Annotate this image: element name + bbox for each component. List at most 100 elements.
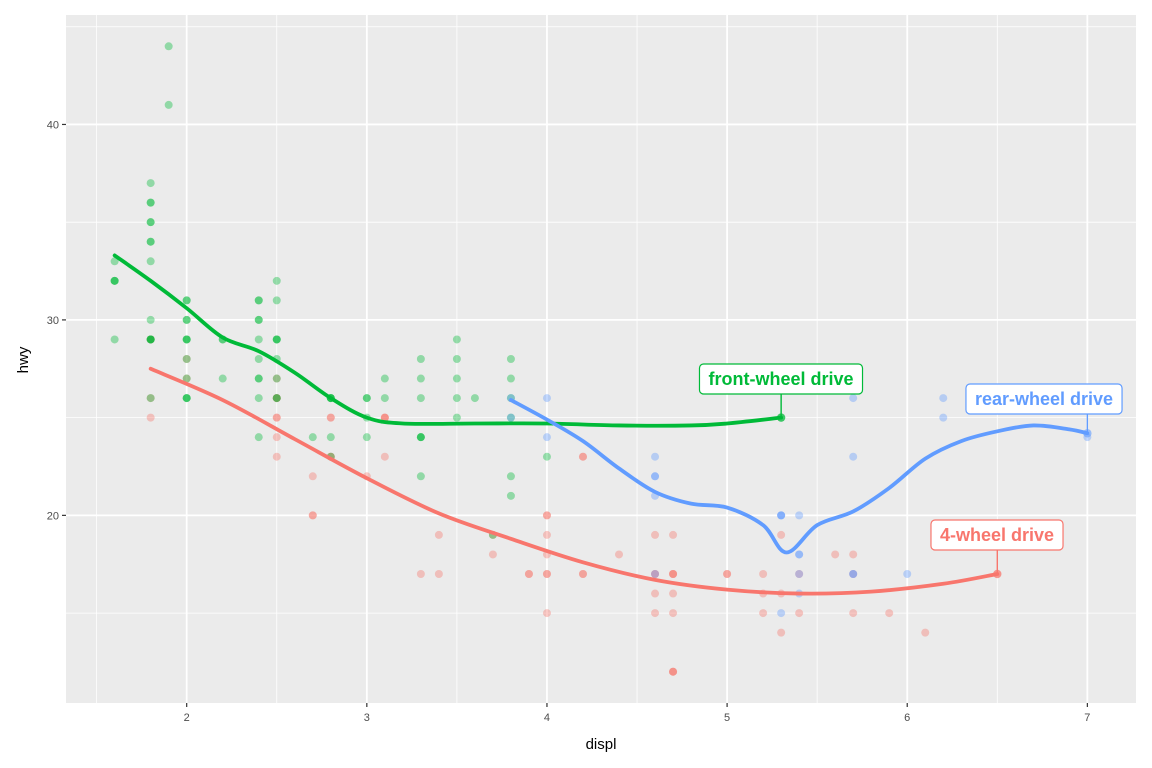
annotation-box-r bbox=[965, 383, 1123, 415]
point-f-40 bbox=[182, 394, 191, 403]
y-tick-label-1: 30 bbox=[47, 315, 59, 327]
point-4-0 bbox=[146, 394, 155, 403]
point-f-85 bbox=[146, 315, 155, 324]
point-r-4 bbox=[651, 452, 660, 461]
point-r-18 bbox=[849, 452, 858, 461]
point-f-76 bbox=[308, 433, 317, 442]
point-f-72 bbox=[452, 355, 461, 363]
x-tick-label-3: 5 bbox=[724, 712, 730, 724]
point-4-26 bbox=[434, 530, 443, 539]
point-r-21 bbox=[939, 394, 948, 403]
point-4-9 bbox=[380, 452, 389, 461]
point-4-39 bbox=[542, 609, 551, 618]
annotation-f: front-wheel drive bbox=[698, 363, 864, 422]
point-f-16 bbox=[416, 433, 425, 442]
point-4-32 bbox=[524, 570, 533, 578]
point-r-19 bbox=[849, 570, 858, 578]
y-axis: 20 30 40 bbox=[47, 119, 66, 522]
point-4-37 bbox=[542, 570, 551, 578]
point-4-69 bbox=[849, 570, 858, 578]
point-r-8 bbox=[777, 511, 786, 520]
point-f-14 bbox=[506, 374, 515, 383]
point-4-7 bbox=[380, 413, 389, 422]
point-4-21 bbox=[272, 413, 281, 422]
point-f-81 bbox=[164, 100, 173, 109]
point-r-10 bbox=[777, 511, 786, 520]
grid-minor bbox=[66, 15, 1136, 703]
point-4-2 bbox=[182, 355, 191, 363]
x-axis: 2 3 4 5 6 7 bbox=[184, 703, 1090, 724]
point-f-60 bbox=[218, 374, 227, 383]
point-f-37 bbox=[182, 315, 191, 324]
point-f-22 bbox=[362, 433, 371, 442]
point-4-54 bbox=[669, 667, 678, 676]
point-f-45 bbox=[254, 355, 263, 363]
point-f-51 bbox=[272, 394, 281, 403]
point-r-9 bbox=[777, 511, 786, 520]
point-f-86 bbox=[146, 257, 155, 266]
point-f-34 bbox=[182, 335, 191, 344]
x-axis-title: displ bbox=[586, 736, 617, 753]
point-4-55 bbox=[669, 667, 678, 676]
annotation-4: 4-wheel drive bbox=[930, 519, 1064, 579]
point-f-82 bbox=[146, 179, 155, 188]
point-4-10 bbox=[578, 452, 587, 461]
point-4-62 bbox=[777, 530, 786, 539]
annotation-label-4: 4-wheel drive bbox=[940, 525, 1054, 545]
point-f-58 bbox=[272, 374, 281, 383]
point-f-41 bbox=[254, 296, 263, 305]
point-4-68 bbox=[849, 550, 858, 559]
point-4-72 bbox=[921, 628, 930, 637]
smooth-layer bbox=[112, 253, 1090, 596]
point-f-24 bbox=[416, 433, 425, 442]
point-4-5 bbox=[326, 413, 335, 422]
point-4-6 bbox=[380, 413, 389, 422]
point-f-10 bbox=[182, 355, 191, 363]
point-f-28 bbox=[110, 276, 119, 285]
point-4-31 bbox=[524, 570, 533, 578]
point-4-27 bbox=[434, 570, 443, 578]
point-f-71 bbox=[452, 413, 461, 422]
point-4-41 bbox=[578, 570, 587, 578]
smooth-line-4 bbox=[148, 366, 1000, 596]
point-4-14 bbox=[272, 374, 281, 383]
point-4-20 bbox=[272, 452, 281, 461]
point-f-73 bbox=[470, 394, 479, 403]
point-4-43 bbox=[651, 570, 660, 578]
point-f-44 bbox=[254, 374, 263, 383]
point-4-47 bbox=[651, 609, 660, 618]
point-f-38 bbox=[182, 296, 191, 305]
point-4-52 bbox=[669, 589, 678, 598]
point-f-50 bbox=[254, 374, 263, 383]
point-f-15 bbox=[542, 452, 551, 461]
point-f-69 bbox=[452, 374, 461, 383]
point-4-75 bbox=[146, 335, 155, 344]
point-f-57 bbox=[272, 296, 281, 305]
point-f-1 bbox=[146, 335, 155, 344]
point-4-33 bbox=[542, 511, 551, 520]
point-4-64 bbox=[777, 628, 786, 637]
point-f-2 bbox=[182, 296, 191, 305]
point-4-3 bbox=[182, 374, 191, 383]
point-f-3 bbox=[182, 315, 191, 324]
annotation-box-f bbox=[698, 363, 864, 395]
point-4-40 bbox=[578, 570, 587, 578]
point-f-63 bbox=[362, 394, 371, 403]
point-4-19 bbox=[272, 394, 281, 403]
x-tick-label-1: 3 bbox=[364, 712, 370, 724]
point-f-52 bbox=[272, 394, 281, 403]
point-4-34 bbox=[542, 511, 551, 520]
point-f-80 bbox=[164, 42, 173, 51]
point-f-68 bbox=[452, 335, 461, 344]
point-r-1 bbox=[506, 413, 515, 422]
annotation-r: rear-wheel drive bbox=[965, 383, 1123, 438]
point-r-3 bbox=[542, 433, 551, 442]
point-f-66 bbox=[416, 374, 425, 383]
point-4-17 bbox=[272, 433, 281, 442]
point-f-48 bbox=[254, 394, 263, 403]
point-4-49 bbox=[669, 570, 678, 578]
smooth-line-f bbox=[112, 253, 784, 428]
point-r-5 bbox=[651, 472, 660, 481]
point-f-42 bbox=[254, 315, 263, 324]
point-4-50 bbox=[669, 570, 678, 578]
